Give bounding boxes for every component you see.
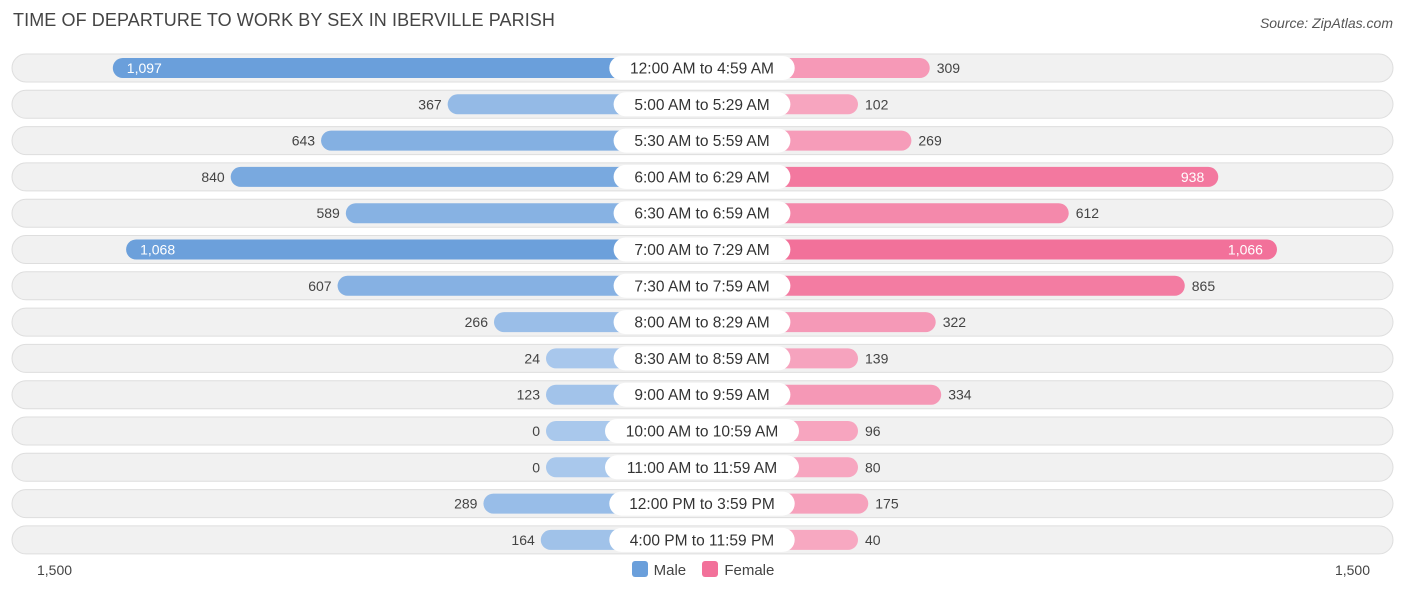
value-label-female: 612: [1076, 205, 1100, 221]
bar-female[interactable]: [702, 203, 1069, 224]
value-label-female: 269: [918, 133, 942, 149]
value-label-male: 643: [292, 133, 316, 149]
chart-row: 9:00 AM to 9:59 AM 123 334: [11, 380, 1394, 410]
bar-male[interactable]: [321, 130, 702, 151]
value-label-female: 102: [865, 96, 889, 112]
chart-row: 6:30 AM to 6:59 AM 589 612: [11, 198, 1394, 228]
category-pill: [613, 92, 791, 117]
value-label-female: 865: [1192, 278, 1216, 294]
bar-male[interactable]: [112, 58, 703, 78]
category-pill: [613, 382, 791, 407]
category-pill: [613, 128, 791, 153]
chart-row: 7:00 AM to 7:29 AM 1,068 1,066: [11, 235, 1394, 264]
chart-row: 12:00 PM to 3:59 PM 289 175: [11, 489, 1394, 519]
category-label: 5:00 AM to 5:29 AM: [634, 97, 769, 114]
bar-female[interactable]: [702, 239, 1277, 260]
value-label-female: 1,066: [1228, 242, 1263, 258]
chart-row: 6:00 AM to 6:29 AM 840 938: [11, 162, 1394, 192]
legend-item-male[interactable]: Male: [631, 561, 687, 579]
category-label: 6:00 AM to 6:29 AM: [634, 169, 769, 186]
chart-row: 8:30 AM to 8:59 AM 24 139: [11, 343, 1394, 373]
category-label: 7:30 AM to 7:59 AM: [634, 278, 769, 295]
value-label-female: 80: [865, 459, 881, 475]
category-pill: [613, 201, 791, 226]
chart-row: 8:00 AM to 8:29 AM 266 322: [11, 307, 1394, 337]
chart-row: 12:00 AM to 4:59 AM 1,097 309: [11, 53, 1394, 83]
category-label: 10:00 AM to 10:59 AM: [626, 424, 779, 441]
bar-male[interactable]: [126, 239, 702, 260]
bar-male[interactable]: [337, 275, 702, 296]
legend: Male Female: [0, 561, 1406, 579]
value-label-male: 0: [532, 423, 540, 439]
legend-label-female: Female: [724, 562, 775, 579]
chart-title: TIME OF DEPARTURE TO WORK BY SEX IN IBER…: [13, 10, 556, 30]
bar-female[interactable]: [702, 275, 1185, 296]
category-pill: [613, 273, 791, 298]
value-label-male: 164: [511, 532, 535, 548]
legend-item-female[interactable]: Female: [702, 561, 774, 579]
value-label-female: 938: [1181, 169, 1205, 185]
category-label: 8:00 AM to 8:29 AM: [634, 315, 769, 332]
value-label-female: 334: [948, 387, 972, 403]
category-pill: [613, 346, 791, 371]
category-pill: [609, 527, 795, 552]
chart-row: 5:00 AM to 5:29 AM 367 102: [11, 89, 1394, 119]
bar-male[interactable]: [345, 203, 702, 224]
category-label: 5:30 AM to 5:59 AM: [634, 133, 769, 150]
value-label-male: 1,068: [140, 242, 175, 258]
value-label-male: 266: [465, 314, 489, 330]
value-label-male: 24: [524, 350, 540, 366]
chart-row: 10:00 AM to 10:59 AM 0 96: [11, 416, 1394, 446]
value-label-male: 123: [517, 387, 541, 403]
value-label-male: 0: [532, 459, 540, 475]
legend-swatch-male: [631, 561, 648, 577]
value-label-female: 309: [937, 60, 961, 76]
category-label: 8:30 AM to 8:59 AM: [634, 351, 769, 368]
chart-row: 7:30 AM to 7:59 AM 607 865: [11, 271, 1394, 301]
bar-chart: 12:00 AM to 4:59 AM 1,097 309 5:00 AM to 5:…: [11, 53, 1394, 555]
axis-left-label: 1,500: [37, 562, 73, 578]
category-label: 12:00 PM to 3:59 PM: [629, 496, 775, 513]
category-pill: [609, 491, 795, 516]
value-label-female: 40: [865, 532, 881, 548]
category-pill: [605, 419, 799, 443]
value-label-male: 840: [201, 169, 225, 185]
value-label-female: 175: [875, 496, 899, 512]
category-pill: [613, 164, 791, 189]
category-pill: [613, 237, 791, 262]
value-label-female: 139: [865, 350, 889, 366]
category-pill: [609, 56, 795, 80]
value-label-male: 367: [418, 96, 442, 112]
legend-swatch-female: [702, 561, 719, 577]
bar-male[interactable]: [230, 166, 702, 187]
axis-right-label: 1,500: [1334, 562, 1370, 578]
category-label: 11:00 AM to 11:59 AM: [627, 460, 777, 477]
category-pill: [605, 455, 799, 480]
category-label: 4:00 PM to 11:59 PM: [630, 532, 774, 549]
bar-female[interactable]: [702, 166, 1219, 187]
chart-row: 5:30 AM to 5:59 AM 643 269: [11, 126, 1394, 156]
category-pill: [613, 310, 791, 335]
value-label-male: 289: [454, 496, 478, 512]
category-label: 12:00 AM to 4:59 AM: [630, 61, 774, 78]
value-label-male: 589: [316, 205, 340, 221]
legend-label-male: Male: [653, 562, 687, 579]
source-label: Source: ZipAtlas.com: [1259, 15, 1393, 31]
chart-row: 11:00 AM to 11:59 AM 0 80: [11, 452, 1394, 482]
category-label: 7:00 AM to 7:29 AM: [634, 242, 769, 259]
value-label-female: 96: [865, 423, 881, 439]
value-label-male: 607: [308, 278, 332, 294]
value-label-male: 1,097: [127, 60, 162, 76]
chart-row: 4:00 PM to 11:59 PM 164 40: [11, 525, 1394, 555]
value-label-female: 322: [943, 314, 967, 330]
category-label: 9:00 AM to 9:59 AM: [634, 387, 769, 404]
category-label: 6:30 AM to 6:59 AM: [634, 206, 769, 223]
